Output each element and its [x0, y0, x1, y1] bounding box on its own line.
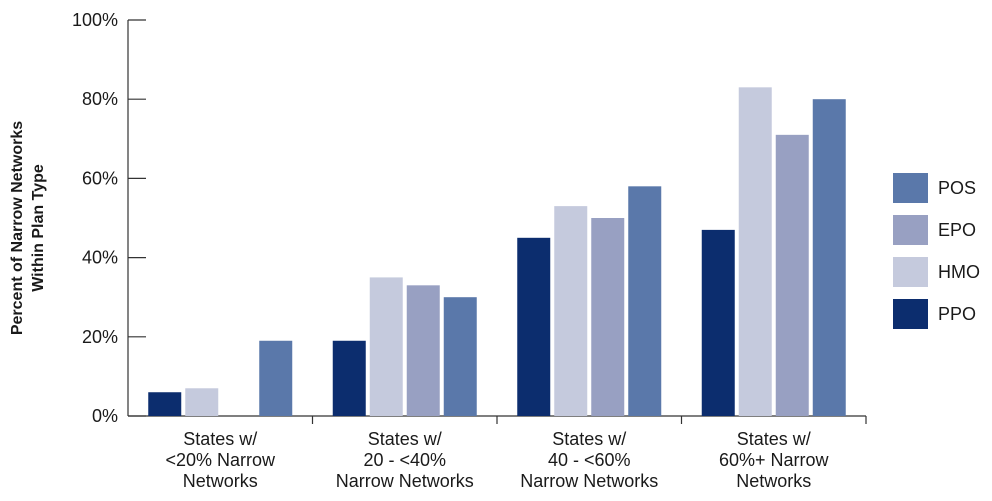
legend-label-ppo: PPO [938, 304, 976, 324]
x-category-label: <20% Narrow [165, 450, 276, 470]
bar-ppo [517, 237, 551, 416]
bar-hmo [738, 87, 772, 416]
axes: 0% 20% 40% 60% 80% 100% [72, 10, 867, 426]
bar-hmo [185, 388, 219, 416]
y-axis-title: Percent of Narrow Networks Within Plan Ty… [9, 121, 47, 335]
y-axis-title-line: Percent of Narrow Networks [9, 121, 26, 335]
legend-swatch-pos [893, 173, 928, 203]
bar-pos [812, 99, 846, 416]
legend-label-epo: EPO [938, 220, 976, 240]
y-tick-label: 0% [92, 406, 118, 426]
x-category-label: States w/ [183, 429, 257, 449]
x-category-label: Narrow Networks [520, 471, 658, 491]
bar-epo [591, 218, 625, 416]
bar-ppo [332, 340, 366, 416]
bars [148, 87, 846, 416]
x-category-label: Networks [736, 471, 811, 491]
y-tick-label: 40% [82, 248, 118, 268]
bar-ppo [701, 229, 735, 416]
y-tick-label: 80% [82, 89, 118, 109]
legend: POS EPO HMO PPO [893, 173, 980, 329]
x-category-label: 60%+ Narrow [719, 450, 830, 470]
bar-hmo [369, 277, 403, 416]
y-tick-label: 20% [82, 327, 118, 347]
bar-pos [443, 297, 477, 416]
x-category-label: Networks [183, 471, 258, 491]
bar-pos [259, 340, 293, 416]
x-category-label: 20 - <40% [363, 450, 446, 470]
x-category-label: Narrow Networks [336, 471, 474, 491]
legend-swatch-hmo [893, 257, 928, 287]
x-category-label: States w/ [368, 429, 442, 449]
x-category-label: 40 - <60% [548, 450, 631, 470]
bar-epo [406, 285, 440, 416]
bar-epo [775, 134, 809, 416]
bar-hmo [554, 206, 588, 416]
legend-label-hmo: HMO [938, 262, 980, 282]
legend-swatch-epo [893, 215, 928, 245]
legend-label-pos: POS [938, 178, 976, 198]
y-axis-title-line: Within Plan Type [30, 164, 47, 292]
x-category-label: States w/ [552, 429, 626, 449]
bar-pos [628, 186, 662, 416]
x-category-label: States w/ [737, 429, 811, 449]
y-tick-label: 60% [82, 168, 118, 188]
bar-ppo [148, 392, 182, 416]
legend-swatch-ppo [893, 299, 928, 329]
y-tick-label: 100% [72, 10, 118, 30]
